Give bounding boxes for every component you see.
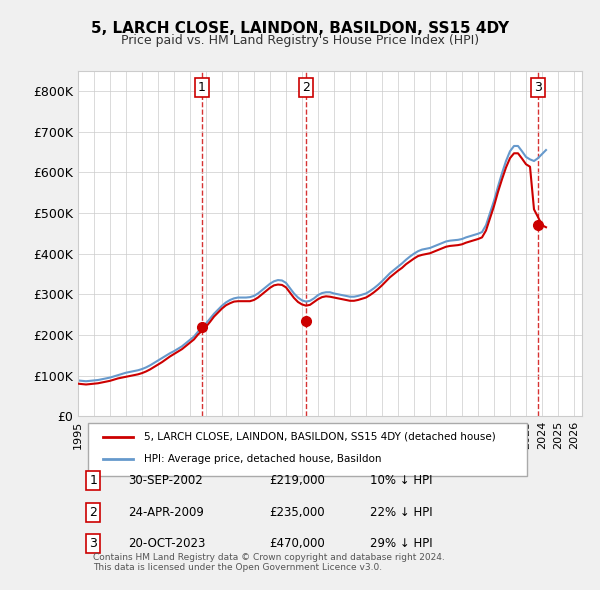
Text: 30-SEP-2002: 30-SEP-2002 <box>128 474 203 487</box>
Text: 5, LARCH CLOSE, LAINDON, BASILDON, SS15 4DY (detached house): 5, LARCH CLOSE, LAINDON, BASILDON, SS15 … <box>143 432 495 442</box>
Text: £219,000: £219,000 <box>269 474 325 487</box>
Text: Contains HM Land Registry data © Crown copyright and database right 2024.
This d: Contains HM Land Registry data © Crown c… <box>93 552 445 572</box>
Text: HPI: Average price, detached house, Basildon: HPI: Average price, detached house, Basi… <box>143 454 381 464</box>
Text: 10% ↓ HPI: 10% ↓ HPI <box>370 474 433 487</box>
Text: 29% ↓ HPI: 29% ↓ HPI <box>370 537 433 550</box>
Text: 2: 2 <box>302 81 310 94</box>
Text: 2: 2 <box>89 506 97 519</box>
Text: £470,000: £470,000 <box>269 537 325 550</box>
Text: 5, LARCH CLOSE, LAINDON, BASILDON, SS15 4DY: 5, LARCH CLOSE, LAINDON, BASILDON, SS15 … <box>91 21 509 35</box>
FancyBboxPatch shape <box>88 423 527 476</box>
Text: 3: 3 <box>534 81 542 94</box>
Text: 1: 1 <box>89 474 97 487</box>
Text: 20-OCT-2023: 20-OCT-2023 <box>128 537 206 550</box>
Text: £235,000: £235,000 <box>269 506 325 519</box>
Text: Price paid vs. HM Land Registry's House Price Index (HPI): Price paid vs. HM Land Registry's House … <box>121 34 479 47</box>
Text: 22% ↓ HPI: 22% ↓ HPI <box>370 506 433 519</box>
Text: 24-APR-2009: 24-APR-2009 <box>128 506 204 519</box>
Text: 3: 3 <box>89 537 97 550</box>
Text: 1: 1 <box>198 81 206 94</box>
